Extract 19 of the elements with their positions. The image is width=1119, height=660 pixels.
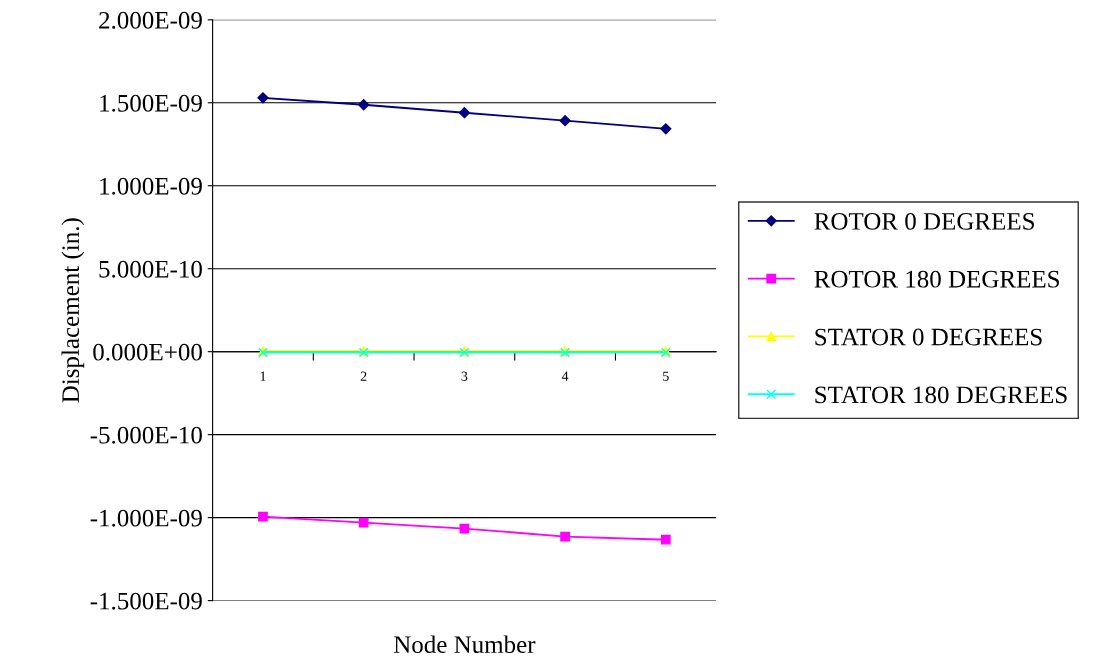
legend-label: ROTOR 0 DEGREES	[814, 212, 1034, 230]
x-axis-title: Node Number	[393, 635, 536, 654]
legend-label: STATOR 0 DEGREES	[815, 328, 1042, 346]
x-tick-label: 4	[561, 371, 569, 381]
x-tick-label: 5	[663, 371, 669, 381]
y-tick-label: -1.500E-09	[90, 592, 202, 610]
y-tick-label: -1.000E-09	[90, 509, 202, 527]
legend-label: ROTOR 180 DEGREES	[814, 270, 1059, 288]
x-tick-label: 2	[360, 371, 367, 381]
y-tick-label: 2.000E-09	[99, 11, 202, 29]
y-tick-label: 1.500E-09	[100, 94, 202, 112]
x-tick-label: 1	[260, 371, 266, 381]
y-tick-label: -5.000E-10	[90, 426, 202, 444]
y-tick-label: 0.000E+00	[93, 343, 202, 361]
x-tick-label: 3	[461, 371, 468, 381]
y-axis-title: Displacement (in.)	[61, 218, 85, 403]
y-tick-label: 1.000E-09	[100, 177, 202, 195]
y-tick-label: 5.000E-10	[99, 260, 202, 278]
legend-label: STATOR 180 DEGREES	[815, 386, 1067, 404]
